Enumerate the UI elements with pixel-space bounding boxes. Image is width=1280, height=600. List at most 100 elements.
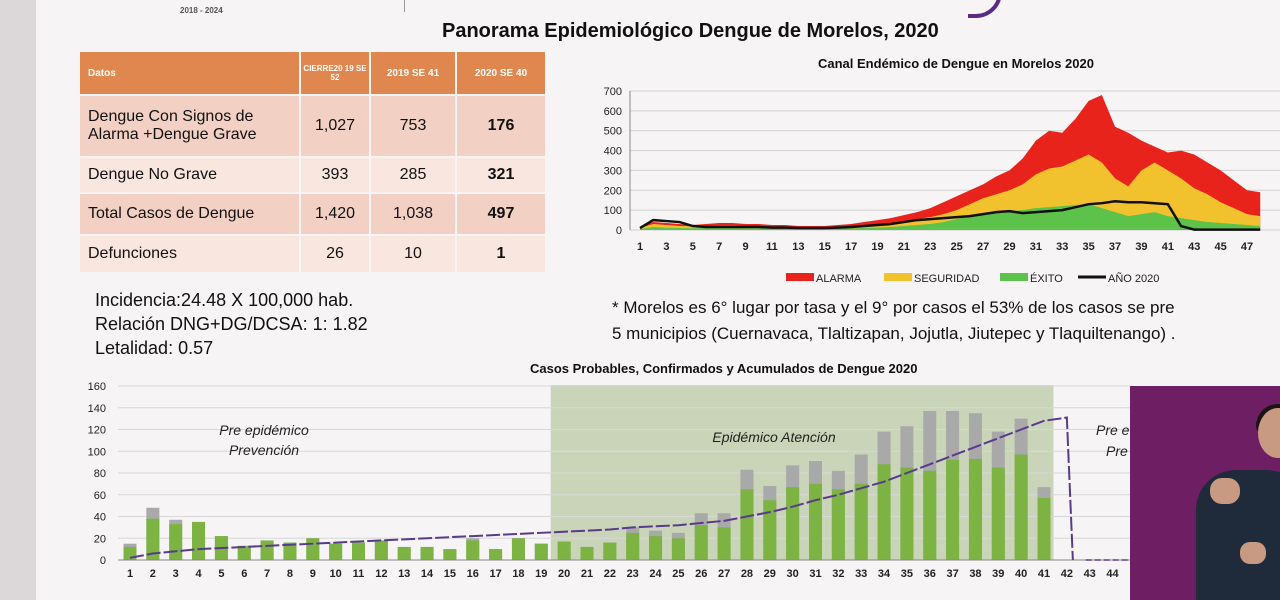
cell-cierre2019: 1,027 [301, 96, 369, 156]
cases-bar-confirmados [626, 532, 640, 560]
note-line-2: 5 municipios (Cuernavaca, Tlaltizapan, J… [612, 324, 1176, 343]
header-years: 2018 - 2024 [180, 6, 223, 15]
annotation-pre-epidemico-right: Pre e [1096, 422, 1130, 438]
cases-bar-confirmados [146, 518, 160, 560]
cases-y-tick-label: 120 [88, 425, 106, 437]
cases-bar-confirmados [374, 540, 388, 560]
endemic-chart-title: Canal Endémico de Dengue en Morelos 2020 [818, 56, 1094, 71]
cases-y-tick-label: 160 [88, 381, 106, 393]
cases-y-tick-label: 100 [88, 446, 106, 458]
table-header-2019: 2019 SE 41 [371, 52, 455, 94]
cases-x-tick-label: 40 [1015, 568, 1027, 580]
left-frame [0, 0, 36, 600]
cases-x-tick-label: 33 [855, 568, 867, 580]
annotation-epidemico-atencion: Epidémico Atención [712, 429, 835, 445]
legend-seguridad-swatch [884, 273, 912, 281]
endemic-x-tick-label: 25 [951, 241, 963, 253]
cases-x-tick-label: 43 [1084, 568, 1096, 580]
cases-chart-title: Casos Probables, Confirmados y Acumulado… [530, 361, 918, 376]
cases-bar-confirmados [1014, 454, 1028, 560]
cases-x-tick-label: 14 [421, 568, 434, 580]
cases-x-tick-label: 21 [581, 568, 593, 580]
cases-bar-confirmados [306, 538, 320, 560]
legend-alarma-label: ALARMA [816, 273, 862, 285]
cell-2019: 10 [371, 236, 455, 272]
stats-block: Incidencia:24.48 X 100,000 hab. Relación… [95, 288, 368, 360]
cases-bar-confirmados [763, 500, 777, 560]
cases-x-tick-label: 13 [398, 568, 410, 580]
cases-x-tick-label: 38 [969, 568, 981, 580]
cases-bar-confirmados [649, 536, 663, 560]
cases-bar-confirmados [443, 549, 457, 560]
cell-cierre2019: 393 [301, 158, 369, 192]
cases-bar-confirmados [397, 546, 411, 560]
cases-bar-confirmados [329, 543, 343, 560]
cases-x-tick-label: 7 [264, 568, 270, 580]
cases-x-tick-label: 9 [310, 568, 316, 580]
cases-bar-confirmados [489, 549, 503, 560]
note-line-1: * Morelos es 6° lugar por tasa y el 9° p… [612, 298, 1175, 317]
endemic-x-tick-label: 9 [743, 241, 749, 253]
cases-y-tick-label: 0 [100, 555, 106, 567]
annotation-prevencion-right: Pre [1106, 443, 1128, 459]
table-header-2020: 2020 SE 40 [457, 52, 545, 94]
cases-x-tick-label: 29 [764, 568, 776, 580]
cases-bar-confirmados [237, 545, 251, 560]
cases-x-tick-label: 36 [924, 568, 936, 580]
cases-bar-confirmados [991, 467, 1005, 560]
row-label: Total Casos de Dengue [80, 194, 299, 234]
cases-bar-confirmados [740, 489, 754, 560]
endemic-x-tick-label: 17 [845, 241, 857, 253]
table-row: Defunciones 26 10 1 [80, 236, 545, 272]
cell-cierre2019: 26 [301, 236, 369, 272]
cases-x-tick-label: 15 [444, 568, 456, 580]
annotation-pre-epidemico: Pre epidémico [219, 422, 309, 438]
endemic-x-tick-label: 45 [1214, 241, 1226, 253]
table-header-datos: Datos [80, 52, 299, 94]
cases-x-tick-label: 41 [1038, 568, 1050, 580]
endemic-x-tick-label: 41 [1162, 241, 1174, 253]
cases-y-tick-label: 20 [94, 533, 106, 545]
cases-x-tick-label: 4 [195, 568, 202, 580]
cases-bar-confirmados [877, 464, 891, 560]
cases-bar-confirmados [192, 521, 206, 560]
cases-bar-confirmados [603, 542, 617, 560]
cases-bar-confirmados [694, 525, 708, 560]
endemic-x-tick-label: 27 [977, 241, 989, 253]
cases-x-tick-label: 16 [467, 568, 479, 580]
cell-2019: 285 [371, 158, 455, 192]
endemic-x-tick-label: 11 [766, 241, 778, 253]
cases-bar-confirmados [580, 546, 594, 560]
cases-x-tick-label: 37 [946, 568, 958, 580]
cell-2020: 497 [457, 194, 545, 234]
row-label: Defunciones [80, 236, 299, 272]
cases-x-tick-label: 39 [992, 568, 1004, 580]
cases-bar-confirmados [283, 542, 297, 560]
endemic-x-tick-label: 47 [1241, 241, 1253, 253]
endemic-y-tick-label: 100 [604, 205, 622, 217]
cases-x-tick-label: 6 [241, 568, 247, 580]
annotation-prevencion: Prevención [229, 442, 299, 458]
cases-x-tick-label: 12 [375, 568, 387, 580]
legend-seguridad-label: SEGURIDAD [914, 273, 979, 285]
stat-incidencia: Incidencia:24.48 X 100,000 hab. [95, 290, 354, 310]
table-row: Dengue No Grave 393 285 321 [80, 158, 545, 192]
cases-bar-confirmados [420, 546, 434, 560]
cases-x-tick-label: 10 [330, 568, 342, 580]
endemic-x-tick-label: 15 [819, 241, 831, 253]
cases-bar-confirmados [717, 527, 731, 560]
cases-bar-confirmados [1037, 498, 1051, 560]
legend-ano2020-label: AÑO 2020 [1108, 272, 1159, 285]
legend-exito-swatch [1000, 273, 1028, 281]
endemic-y-tick-label: 200 [604, 185, 622, 197]
stat-relacion: Relación DNG+DG/DCSA: 1: 1.82 [95, 314, 368, 334]
cases-x-tick-label: 1 [127, 568, 133, 580]
endemic-y-tick-label: 0 [616, 225, 622, 237]
cases-bar-confirmados [511, 538, 525, 560]
cases-x-tick-label: 27 [718, 568, 730, 580]
cases-bar-confirmados [260, 540, 274, 560]
cases-bar-confirmados [557, 541, 571, 560]
cases-x-tick-label: 3 [173, 568, 179, 580]
cases-x-tick-label: 2 [150, 568, 156, 580]
